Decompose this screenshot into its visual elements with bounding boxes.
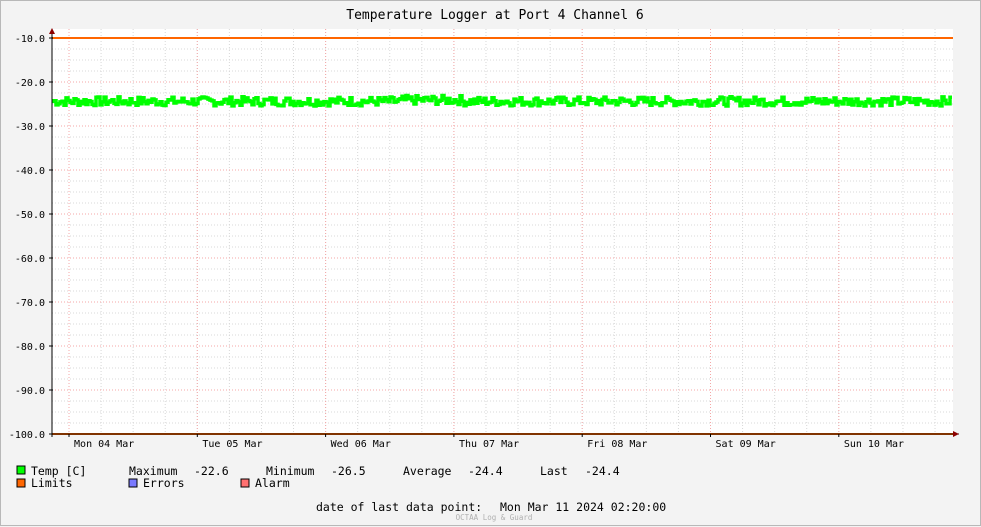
temp-series: [52, 93, 952, 108]
x-axis-labels: Mon 04 Mar Tue 05 Mar Wed 06 Mar Thu 07 Mar…: [74, 439, 904, 450]
legend-alarm-label: Alarm: [255, 476, 290, 490]
plot-area: [52, 29, 953, 434]
credit-text: OCTAA Log & Guard: [456, 513, 533, 522]
legend-swatch-alarm: [240, 478, 250, 488]
legend-swatch-temp: [16, 465, 26, 475]
legend-swatch-limits: [16, 478, 26, 488]
legend-swatch-errors: [128, 478, 138, 488]
chart-title: Temperature Logger at Port 4 Channel 6: [346, 8, 643, 23]
y-tick-label: -60.0: [15, 254, 45, 265]
y-tick-label: -40.0: [15, 166, 45, 177]
legend-errors-label: Errors: [143, 476, 185, 490]
y-tick-label: -10.0: [15, 34, 45, 45]
legend: Temp [C] Maximum -22.6 Minimum -26.5 Ave…: [16, 464, 620, 490]
y-tick-label: -80.0: [15, 342, 45, 353]
legend-minimum-label: Minimum: [266, 464, 315, 478]
last-data-point-value: Mon Mar 11 2024 02:20:00: [500, 500, 666, 514]
legend-minimum-value: -26.5: [331, 464, 366, 478]
y-axis-labels: -10.0 -20.0 -30.0 -40.0 -50.0 -60.0 -70.0 -80.0…: [9, 34, 45, 441]
y-tick-label: -20.0: [15, 78, 45, 89]
legend-average-label: Average: [403, 464, 452, 478]
legend-maximum-label: Maximum: [129, 464, 178, 478]
legend-last-label: Last: [540, 464, 568, 478]
x-axis-arrow: [953, 431, 959, 437]
x-tick-label: Sat 09 Mar: [716, 439, 776, 450]
x-tick-label: Wed 06 Mar: [331, 439, 391, 450]
y-tick-label: -90.0: [15, 386, 45, 397]
x-tick-label: Fri 08 Mar: [587, 439, 647, 450]
axes: [49, 28, 959, 437]
x-tick-label: Tue 05 Mar: [202, 439, 262, 450]
y-tick-label: -50.0: [15, 210, 45, 221]
y-tick-label: -30.0: [15, 122, 45, 133]
x-tick-label: Thu 07 Mar: [459, 439, 519, 450]
y-axis-arrow: [49, 28, 55, 34]
legend-average-value: -24.4: [468, 464, 503, 478]
legend-limits-label: Limits: [31, 476, 73, 490]
legend-last-value: -24.4: [585, 464, 620, 478]
x-tick-label: Sun 10 Mar: [844, 439, 904, 450]
legend-maximum-value: -22.6: [194, 464, 229, 478]
legend-temp-label: Temp [C]: [31, 464, 86, 478]
y-tick-label: -70.0: [15, 298, 45, 309]
y-tick-label: -100.0: [9, 430, 45, 441]
last-data-point-label: date of last data point:: [316, 500, 482, 514]
x-tick-label: Mon 04 Mar: [74, 439, 134, 450]
temp-series-line: [52, 93, 952, 108]
